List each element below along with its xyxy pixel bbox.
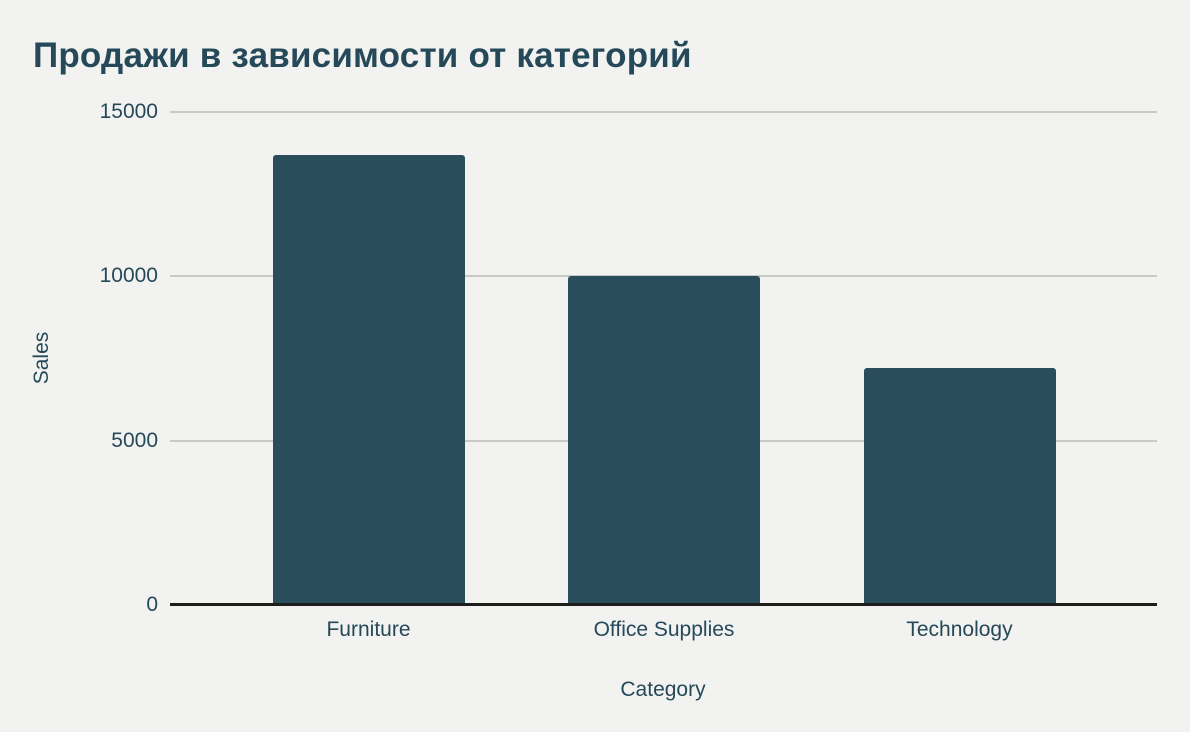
y-tick-label-15000: 15000: [99, 100, 158, 123]
x-tick-label-office-supplies: Office Supplies: [593, 618, 735, 641]
bar-technology: [863, 368, 1056, 605]
gridline-15000: [170, 111, 1157, 113]
x-axis-line: [170, 603, 1157, 606]
plot-area: [170, 111, 1157, 606]
bar-office-supplies: [568, 276, 760, 605]
y-axis-label: Sales: [30, 331, 53, 385]
x-axis-label: Category: [620, 678, 706, 701]
bar-furniture: [272, 154, 465, 605]
x-tick-label-technology: Technology: [906, 618, 1013, 641]
y-tick-label-5000: 5000: [111, 428, 158, 452]
y-tick-label-0: 0: [146, 593, 158, 616]
x-tick-label-furniture: Furniture: [326, 618, 411, 641]
chart-title: Продажи в зависимости от категорий: [33, 36, 692, 75]
y-tick-label-10000: 10000: [99, 264, 158, 288]
